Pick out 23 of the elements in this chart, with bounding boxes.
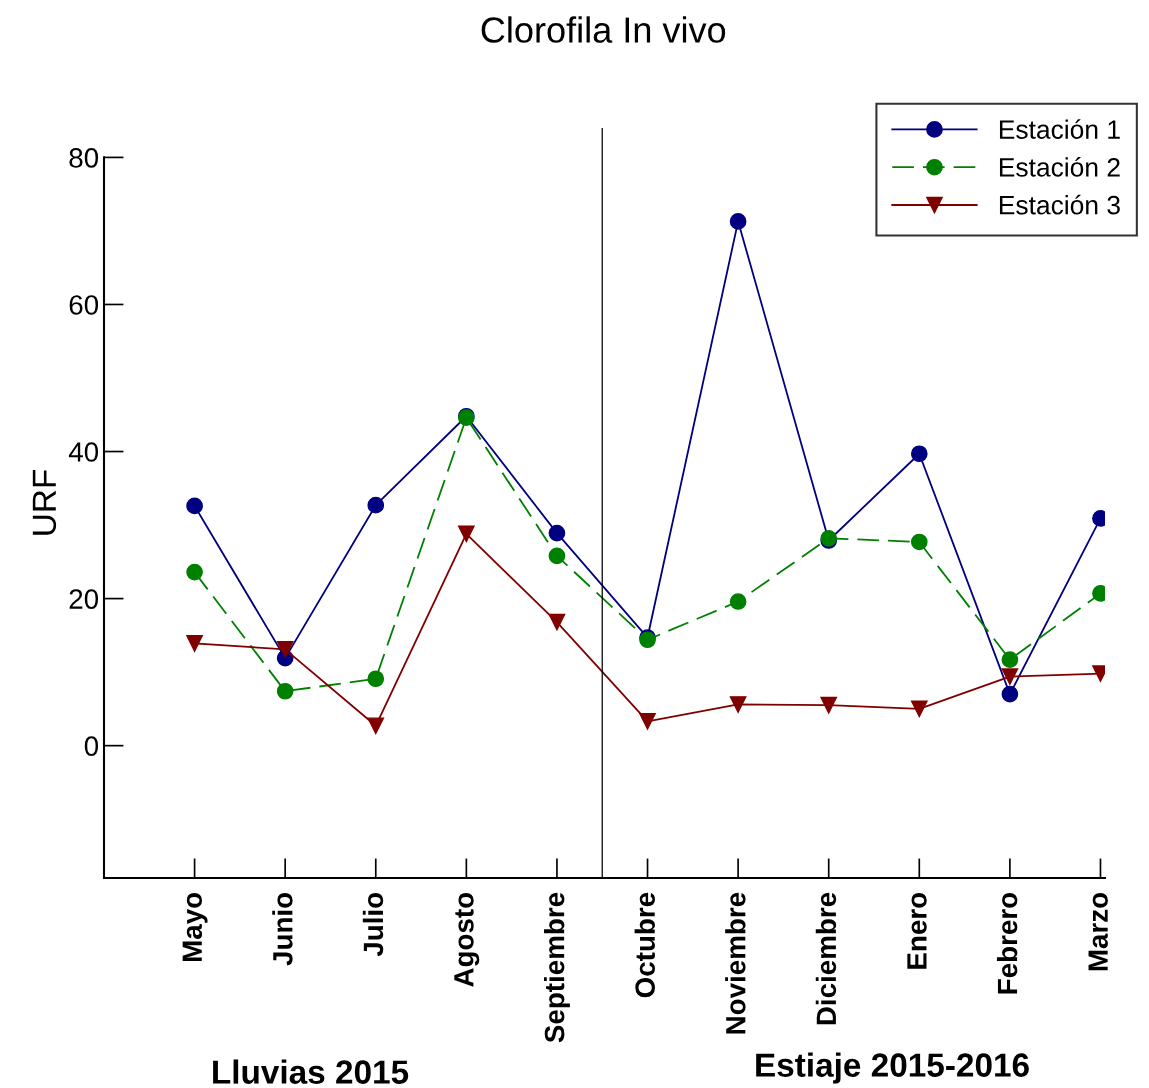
chart-title: Clorofila In vivo <box>481 16 726 43</box>
x-tick-label: Junio <box>272 892 293 966</box>
x-tick-label: Mayo <box>182 892 208 962</box>
x-tick-label: Noviembre <box>725 892 746 1034</box>
x-tick-label: Septiembre <box>543 892 570 1043</box>
legend-label: Estación 2 <box>999 157 1120 177</box>
y-tick-label: 80 <box>69 148 99 168</box>
x-tick-label: Diciembre <box>815 892 837 1025</box>
y-tick-label: 0 <box>84 736 99 756</box>
x-tick-label: Febrero <box>996 892 1018 994</box>
y-axis-title: URF <box>32 470 57 535</box>
legend-label: Estación 3 <box>999 194 1120 215</box>
x-tick-label: Marzo <box>1088 892 1108 971</box>
y-tick-label: 60 <box>69 295 99 315</box>
x-tick-label: Enero <box>907 892 927 969</box>
text: Lluvias 2015 <box>213 1059 409 1084</box>
text: Estiaje 2015-2016 <box>756 1052 1029 1084</box>
x-tick-label: Agosto <box>454 892 480 987</box>
legend-label: Estación 1 <box>999 119 1120 139</box>
y-tick-label: 40 <box>68 442 99 462</box>
y-tick-label: 20 <box>69 589 99 609</box>
x-tick-label: Julio <box>362 892 384 957</box>
x-tick-label: Octubre <box>634 892 655 998</box>
